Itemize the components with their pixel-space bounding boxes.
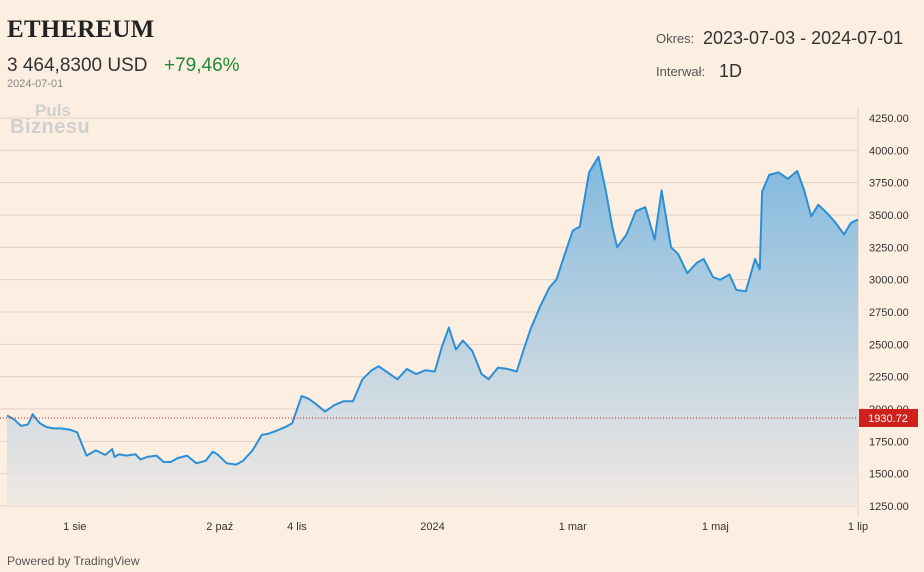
y-tick-label: 3250.00 [869, 242, 909, 254]
powered-by-link[interactable]: Powered by TradingView [7, 554, 140, 568]
percent-change: +79,46% [164, 55, 240, 76]
y-tick-label: 1250.00 [869, 501, 909, 513]
x-axis: 1 sie 2 paź 4 lis 2024 1 mar 1 maj 1 lip [63, 521, 868, 533]
x-tick-label: 1 sie [63, 521, 86, 533]
interval-label: Interwał: [656, 64, 706, 79]
y-tick-label: 2500.00 [869, 339, 909, 351]
price-area-fill [7, 156, 858, 507]
x-tick-label: 1 lip [848, 521, 868, 533]
y-tick-label: 4000.00 [869, 145, 909, 157]
y-tick-label: 4250.00 [869, 113, 909, 125]
x-tick-label: 4 lis [287, 521, 307, 533]
logo-line-2: Biznesu [10, 116, 91, 138]
y-tick-label: 2750.00 [869, 307, 909, 319]
y-tick-label: 1750.00 [869, 436, 909, 448]
last-price-label: 1930.72 [868, 413, 908, 425]
y-tick-label: 3500.00 [869, 210, 909, 222]
asset-title: ETHEREUM [7, 16, 155, 43]
y-tick-label: 2250.00 [869, 372, 909, 384]
y-tick-label: 1500.00 [869, 469, 909, 481]
logo-line-1: Puls [35, 101, 71, 120]
current-price: 3 464,8300 USD [7, 55, 148, 76]
y-tick-label: 3750.00 [869, 178, 909, 190]
x-tick-label: 1 maj [702, 521, 729, 533]
price-date: 2024-07-01 [7, 78, 64, 90]
interval-selector[interactable]: 1D [719, 61, 743, 81]
period-label: Okres: [656, 31, 695, 46]
price-line [6, 155, 859, 466]
y-tick-label: 3000.00 [869, 275, 909, 287]
last-price-tag-bg [859, 408, 918, 427]
puls-biznesu-logo: Puls Biznesu [10, 101, 91, 138]
last-price-tag: 1930.72 [859, 408, 918, 427]
period-selector[interactable]: 2023-07-03 - 2024-07-01 [703, 28, 904, 48]
x-tick-label: 1 mar [559, 521, 587, 533]
x-tick-label: 2 paź [206, 521, 233, 533]
y-axis: 4250.00 4000.00 3750.00 3500.00 3250.00 3000.… [869, 113, 909, 513]
x-tick-label: 2024 [420, 521, 444, 533]
